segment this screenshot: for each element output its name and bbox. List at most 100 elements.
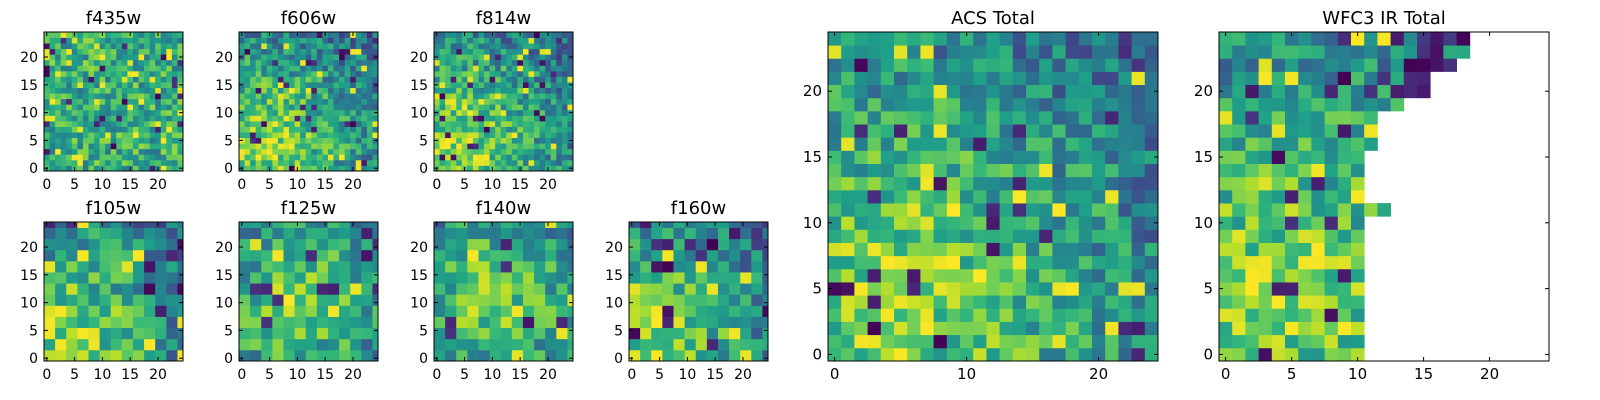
heatmap-cell xyxy=(1078,242,1093,257)
heatmap-cell xyxy=(545,233,552,240)
heatmap-cell xyxy=(734,316,741,323)
heatmap-cell xyxy=(82,338,89,345)
heatmap-cell xyxy=(66,299,73,306)
heatmap-cell xyxy=(171,115,178,122)
heatmap-cell xyxy=(277,277,284,284)
heatmap-cell xyxy=(327,109,334,116)
heatmap-cell xyxy=(71,338,78,345)
heatmap-cell xyxy=(300,87,307,94)
heatmap-cell xyxy=(322,227,329,234)
heatmap-cell xyxy=(149,54,156,61)
heatmap-cell xyxy=(522,137,529,144)
heatmap-cell xyxy=(1092,282,1106,296)
heatmap-cell xyxy=(266,143,273,150)
heatmap-cell xyxy=(77,165,84,172)
heatmap-cell xyxy=(522,126,529,133)
heatmap-cell xyxy=(49,249,56,256)
heatmap-cell xyxy=(467,233,474,240)
heatmap-cell xyxy=(121,165,128,172)
heatmap-cell xyxy=(110,48,117,55)
heatmap-cell xyxy=(528,126,535,133)
heatmap-cell xyxy=(756,338,763,345)
heatmap-cell xyxy=(534,115,541,122)
heatmap-cell xyxy=(489,344,496,351)
heatmap-cell xyxy=(556,333,563,340)
heatmap-cell xyxy=(762,227,769,234)
heatmap-cell xyxy=(322,249,329,256)
heatmap-cell xyxy=(311,338,318,345)
heatmap-cell xyxy=(327,255,334,262)
heatmap-cell xyxy=(567,48,574,55)
heatmap-cell xyxy=(344,143,351,150)
heatmap-cell xyxy=(695,244,702,251)
heatmap-cell xyxy=(283,32,290,38)
heatmap-cell xyxy=(439,233,446,240)
heatmap-cell xyxy=(105,277,112,284)
heatmap-cell xyxy=(528,87,535,94)
heatmap-cell xyxy=(289,244,295,251)
heatmap-cell xyxy=(55,120,62,127)
heatmap-cell xyxy=(294,338,301,345)
heatmap-cell xyxy=(472,82,479,88)
heatmap-cell xyxy=(545,288,552,295)
heatmap-cell xyxy=(467,294,474,301)
heatmap-cell xyxy=(277,98,284,105)
heatmap-cell xyxy=(561,54,568,61)
heatmap-cell xyxy=(695,249,702,256)
heatmap-cell xyxy=(60,322,67,329)
heatmap-cell xyxy=(933,347,948,362)
heatmap-cell xyxy=(500,238,507,245)
heatmap-cell xyxy=(82,165,89,172)
heatmap-cell xyxy=(155,37,162,44)
heatmap-cell xyxy=(539,255,546,262)
heatmap-cell xyxy=(138,82,145,88)
heatmap-cell xyxy=(489,126,496,133)
heatmap-cell xyxy=(550,154,557,161)
heatmap-cell xyxy=(94,272,100,278)
heatmap-cell xyxy=(1052,176,1066,191)
heatmap-cell xyxy=(261,37,268,44)
heatmap-cell xyxy=(461,76,468,83)
heatmap-cell xyxy=(350,266,357,273)
heatmap-cell xyxy=(450,288,457,295)
heatmap-cell xyxy=(522,344,529,351)
heatmap-cell xyxy=(294,249,301,256)
heatmap-cell xyxy=(472,266,479,273)
heatmap-cell xyxy=(1092,216,1106,230)
heatmap-cell xyxy=(116,333,123,340)
heatmap-cell xyxy=(239,266,245,273)
heatmap-cell xyxy=(867,268,882,283)
heatmap-cell xyxy=(121,310,128,317)
heatmap-cell xyxy=(634,322,641,329)
heatmap-cell xyxy=(355,260,362,267)
heatmap-cell xyxy=(960,229,974,243)
heatmap-cell xyxy=(116,283,123,290)
heatmap-cell xyxy=(556,159,563,166)
heatmap-cell xyxy=(854,189,868,204)
heatmap-cell xyxy=(94,137,100,144)
heatmap-cell xyxy=(344,109,351,116)
heatmap-cell xyxy=(333,349,340,356)
heatmap-cell xyxy=(300,316,307,323)
heatmap-cell xyxy=(116,126,123,133)
heatmap-cell xyxy=(49,349,56,356)
heatmap-cell xyxy=(489,322,496,329)
heatmap-cell xyxy=(144,344,151,351)
heatmap-cell xyxy=(1039,203,1053,217)
heatmap-cell xyxy=(946,229,961,243)
heatmap-cell xyxy=(556,154,563,161)
heatmap-cell xyxy=(311,322,318,329)
heatmap-cell xyxy=(355,159,362,166)
heatmap-cell xyxy=(82,310,89,317)
heatmap-cell xyxy=(556,322,563,329)
heatmap-cell xyxy=(712,260,719,267)
heatmap-cell xyxy=(300,294,307,301)
heatmap-cell xyxy=(361,32,368,38)
heatmap-cell xyxy=(250,70,257,77)
heatmap-cell xyxy=(322,87,329,94)
heatmap-cell xyxy=(1144,308,1159,322)
heatmap-cell xyxy=(94,355,100,362)
heatmap-cell xyxy=(550,137,557,144)
heatmap-cell xyxy=(71,266,78,273)
heatmap-cell xyxy=(556,126,563,133)
